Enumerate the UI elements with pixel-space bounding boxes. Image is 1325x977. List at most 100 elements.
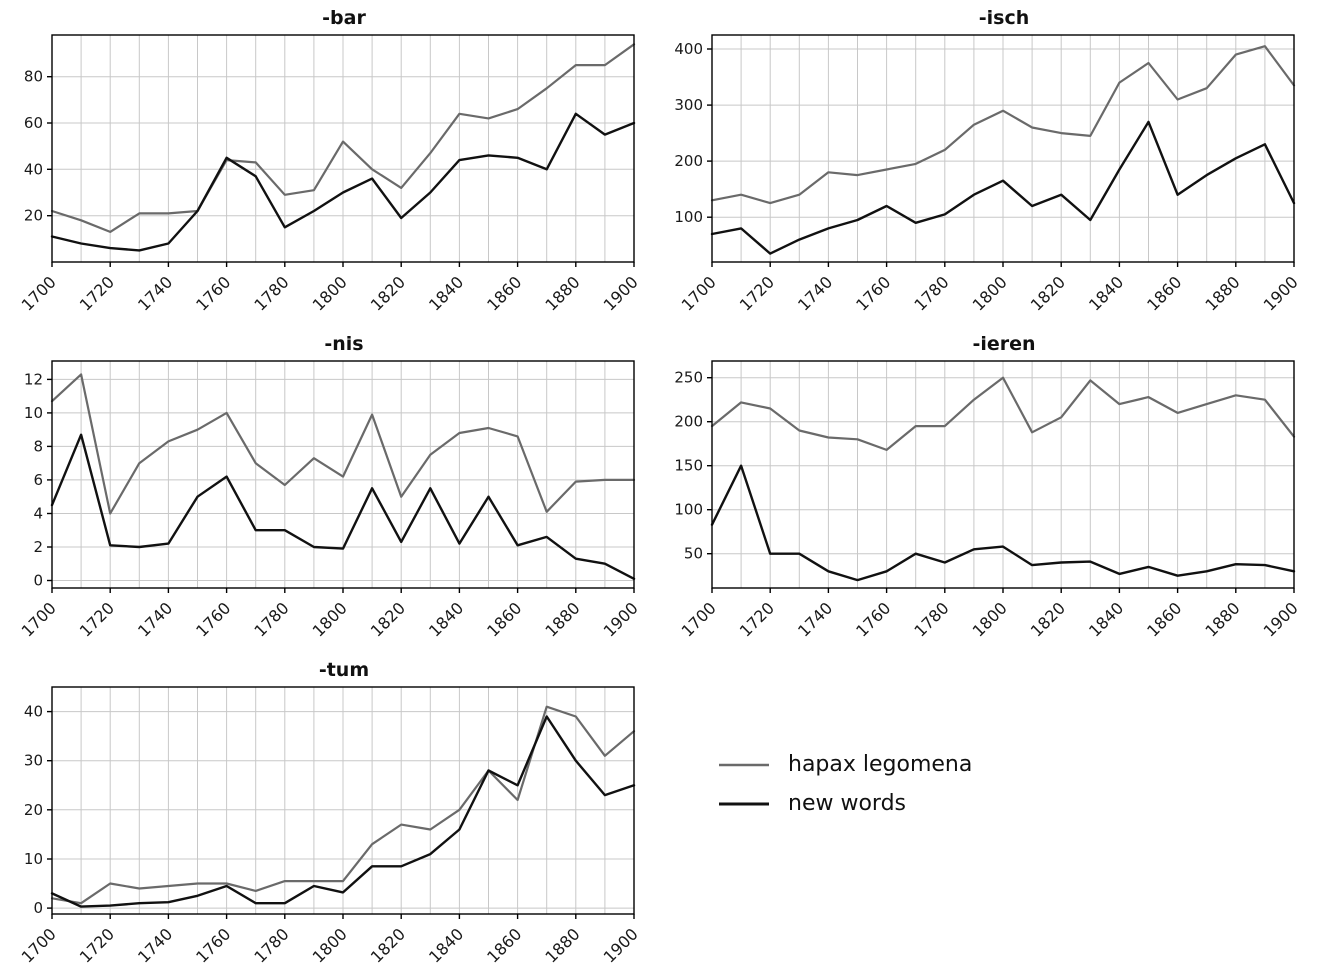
svg-text:1720: 1720 [76,924,118,966]
svg-text:4: 4 [33,505,43,523]
svg-text:100: 100 [674,501,703,519]
chart-isch-plot: 100 200 300 400 1700 1720 1740 1760 1780 1800 1820… [674,34,1302,315]
svg-text:200: 200 [674,413,703,431]
svg-text:250: 250 [674,369,703,387]
svg-text:60: 60 [24,114,43,132]
svg-text:100: 100 [674,208,703,226]
svg-text:1840: 1840 [1085,272,1127,314]
svg-text:1880: 1880 [541,924,583,966]
svg-text:1760: 1760 [852,272,894,314]
svg-text:150: 150 [674,457,703,475]
svg-text:1900: 1900 [600,272,642,314]
new-words-line-swatch-icon [719,802,769,805]
svg-text:1800: 1800 [309,272,351,314]
svg-text:1740: 1740 [794,598,836,640]
svg-text:1720: 1720 [76,598,118,640]
chart-bar-plot: 20 40 60 80 1700 1720 1740 1760 1780 1800 1820 1840… [18,34,642,315]
svg-text:10: 10 [24,850,43,868]
svg-text:1880: 1880 [1201,272,1243,314]
svg-text:1780: 1780 [250,924,292,966]
svg-text:1700: 1700 [18,598,60,640]
svg-text:1820: 1820 [1027,598,1069,640]
chart-ieren-plot: 50 100 150 200 250 1700 1720 1740 1760 1780 1800 18… [674,360,1302,641]
svg-text:20: 20 [24,801,43,819]
svg-text:1720: 1720 [76,272,118,314]
svg-text:200: 200 [674,152,703,170]
svg-text:1780: 1780 [910,598,952,640]
svg-text:1700: 1700 [678,598,720,640]
svg-text:2: 2 [33,538,43,556]
svg-text:50: 50 [684,545,703,563]
svg-text:1880: 1880 [541,272,583,314]
svg-text:1700: 1700 [678,272,720,314]
svg-text:1860: 1860 [483,924,525,966]
svg-text:1900: 1900 [1260,598,1302,640]
svg-text:1820: 1820 [367,598,409,640]
chart-nis-plot: 0 2 4 6 8 10 12 1700 1720 1740 1760 1780 1800 1820 184… [18,360,642,641]
chart-tum-title: -tum [318,659,370,681]
svg-text:6: 6 [33,471,43,489]
legend: hapax legomena new words [666,656,1325,977]
chart-isch: -isch 100 200 300 400 1700 1720 1740 1760 1780 18… [666,4,1325,330]
svg-text:1740: 1740 [134,272,176,314]
svg-text:20: 20 [24,207,43,225]
svg-text:30: 30 [24,752,43,770]
svg-text:1700: 1700 [18,924,60,966]
svg-text:1880: 1880 [1201,598,1243,640]
svg-text:1880: 1880 [541,598,583,640]
svg-text:1820: 1820 [1027,272,1069,314]
chart-isch-title: -isch [978,7,1030,29]
svg-text:1720: 1720 [736,598,778,640]
legend-label-new-words: new words [788,791,907,816]
legend-item-hapax: hapax legomena [718,752,972,777]
chart-nis-title: -nis [324,333,364,355]
chart-tum: -tum 0 10 20 30 40 1700 1720 1740 1760 1780 1800 18… [6,656,666,977]
svg-text:1780: 1780 [910,272,952,314]
svg-text:1700: 1700 [18,272,60,314]
chart-bar: -bar 20 40 60 80 1700 1720 1740 1760 1780 1800 182… [6,4,666,330]
svg-text:12: 12 [24,370,43,388]
svg-text:1860: 1860 [1143,598,1185,640]
chart-nis: -nis 0 2 4 6 8 10 12 1700 1720 1740 1760 1780 1800 18… [6,330,666,656]
svg-text:1900: 1900 [600,598,642,640]
svg-text:1820: 1820 [367,272,409,314]
svg-text:1900: 1900 [600,924,642,966]
svg-text:1780: 1780 [250,598,292,640]
svg-text:40: 40 [24,160,43,178]
svg-text:1760: 1760 [192,924,234,966]
svg-text:1840: 1840 [425,272,467,314]
svg-text:1740: 1740 [794,272,836,314]
legend-label-hapax: hapax legomena [788,752,973,777]
svg-text:10: 10 [24,404,43,422]
svg-text:1860: 1860 [483,272,525,314]
svg-text:1800: 1800 [969,598,1011,640]
svg-text:1820: 1820 [367,924,409,966]
svg-text:8: 8 [33,437,43,455]
svg-text:1740: 1740 [134,924,176,966]
svg-text:1900: 1900 [1260,272,1302,314]
svg-text:1860: 1860 [483,598,525,640]
chart-tum-plot: 0 10 20 30 40 1700 1720 1740 1760 1780 1800 1820 184… [18,686,642,967]
svg-text:1800: 1800 [969,272,1011,314]
svg-text:1840: 1840 [425,598,467,640]
svg-text:0: 0 [33,572,43,590]
svg-text:1760: 1760 [192,272,234,314]
svg-text:1840: 1840 [425,924,467,966]
svg-text:40: 40 [24,703,43,721]
chart-bar-title: -bar [322,7,366,29]
hapax-line-swatch-icon [719,763,769,766]
svg-text:0: 0 [33,899,43,917]
svg-text:1780: 1780 [250,272,292,314]
svg-text:80: 80 [24,68,43,86]
legend-item-new-words: new words [718,791,906,816]
svg-text:1800: 1800 [309,924,351,966]
svg-text:1760: 1760 [192,598,234,640]
svg-text:1840: 1840 [1085,598,1127,640]
svg-text:1740: 1740 [134,598,176,640]
chart-ieren-title: -ieren [972,333,1036,355]
svg-text:400: 400 [674,40,703,58]
svg-text:300: 300 [674,96,703,114]
svg-text:1800: 1800 [309,598,351,640]
